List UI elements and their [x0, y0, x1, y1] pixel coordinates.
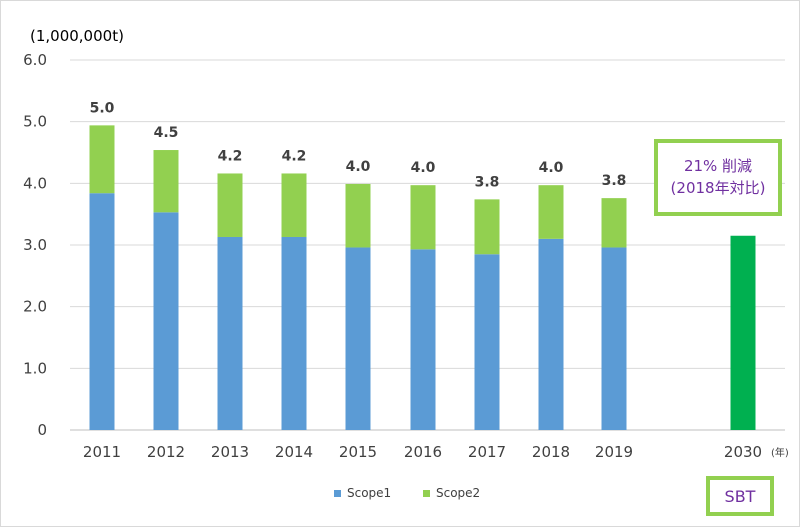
reduction-callout-box: [654, 139, 782, 216]
total-data-label: 4.0: [346, 159, 371, 175]
y-tick-label: 0: [37, 421, 47, 439]
legend-swatch-scope1: [334, 490, 341, 497]
x-tick-label: 2017: [468, 443, 506, 461]
bar-scope1-2013: [217, 236, 243, 430]
y-tick-label: 1.0: [23, 359, 47, 377]
x-tick-label: 2019: [595, 443, 633, 461]
bar-scope2-2019: [601, 198, 627, 248]
total-data-label: 4.0: [539, 160, 564, 176]
bar-scope1-2019: [601, 247, 627, 430]
x-tick-label: 2016: [404, 443, 442, 461]
y-tick-label: 2.0: [23, 298, 47, 316]
bar-scope2-2011: [89, 125, 115, 194]
total-data-label: 5.0: [90, 100, 115, 116]
legend-label-scope1: Scope1: [347, 486, 391, 500]
bar-scope1-2011: [89, 193, 115, 430]
bar-scope1-2017: [474, 254, 500, 430]
legend-label-scope2: Scope2: [436, 486, 480, 500]
bar-scope1-2012: [153, 212, 179, 430]
x-tick-label: 2011: [83, 443, 121, 461]
total-data-label: 3.8: [475, 174, 500, 190]
bars: [89, 125, 756, 430]
bar-scope2-2016: [410, 185, 436, 250]
total-data-label: 4.0: [411, 160, 436, 176]
sbt-badge-box: [706, 476, 774, 516]
x-tick-label: 2030: [724, 443, 762, 461]
sbt-badge-text: SBT: [725, 487, 756, 506]
x-tick-label: 2015: [339, 443, 377, 461]
bar-target-2030: [730, 235, 756, 430]
total-data-label: 4.2: [218, 148, 243, 164]
bar-scope2-2015: [345, 183, 371, 248]
bar-scope2-2013: [217, 173, 243, 237]
bar-scope2-2012: [153, 150, 179, 213]
bar-scope2-2018: [538, 185, 564, 239]
bar-scope2-2014: [281, 173, 307, 237]
bar-scope1-2014: [281, 236, 307, 430]
total-data-label: 4.2: [282, 148, 307, 164]
x-tick-label: 2018: [532, 443, 570, 461]
x-tick-label: 2012: [147, 443, 185, 461]
labels: 0 1.0 2.0 3.0 4.0 5.0 6.0 2011 2012 2013 2014 2015 2…: [23, 51, 762, 461]
y-tick-label: 3.0: [23, 236, 47, 254]
legend-swatch-scope2: [423, 490, 430, 497]
total-data-label: 4.5: [154, 125, 179, 141]
y-tick-label: 5.0: [23, 113, 47, 131]
bar-scope1-2015: [345, 247, 371, 430]
x-tick-label: 2013: [211, 443, 249, 461]
grid-lines: [70, 59, 785, 431]
bar-scope1-2016: [410, 249, 436, 430]
reduction-callout-line1: 21% 削減: [684, 157, 752, 175]
bar-scope2-2017: [474, 199, 500, 255]
x-tick-label: 2014: [275, 443, 313, 461]
reduction-callout-line2: (2018年対比): [671, 179, 766, 197]
y-tick-label: 4.0: [23, 174, 47, 192]
total-data-label: 3.8: [602, 173, 627, 189]
y-unit-label: (1,000,000t): [30, 27, 124, 45]
y-tick-label: 6.0: [23, 51, 47, 69]
x-unit-label: (年): [771, 446, 789, 459]
bar-scope1-2018: [538, 238, 564, 430]
